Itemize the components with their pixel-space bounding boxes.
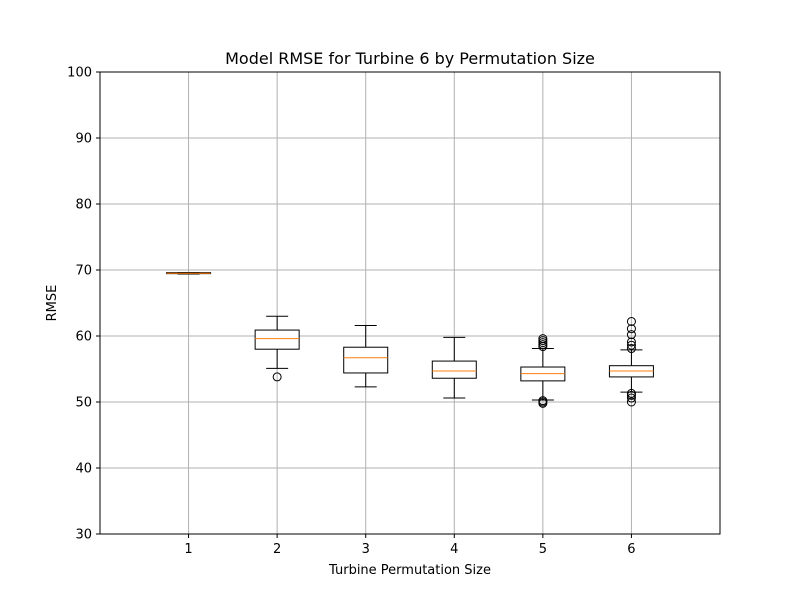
outlier-point <box>626 324 636 334</box>
x-tick-label: 6 <box>627 542 635 557</box>
x-tick-label: 3 <box>362 542 370 557</box>
plot-frame <box>99 71 721 535</box>
outlier-point <box>626 337 636 347</box>
outlier-point <box>626 344 636 354</box>
outlier-point <box>626 397 636 407</box>
x-tick-label: 2 <box>273 542 281 557</box>
box-6 <box>608 316 654 407</box>
box-1 <box>166 272 212 275</box>
y-tick-label: 50 <box>75 396 92 411</box>
y-tick-label: 90 <box>75 132 92 147</box>
y-tick-label: 30 <box>75 528 92 543</box>
chart-title: Model RMSE for Turbine 6 by Permutation … <box>225 49 595 68</box>
iqr-box <box>431 360 477 379</box>
outlier-point <box>626 316 636 326</box>
outlier-point <box>538 334 548 344</box>
x-tick-label: 5 <box>539 542 547 557</box>
x-tick-label: 4 <box>450 542 458 557</box>
y-tick-label: 60 <box>75 330 92 345</box>
outlier-point <box>626 340 636 350</box>
grid-layer <box>100 71 720 535</box>
outlier-point <box>538 396 548 406</box>
outlier-point <box>272 372 282 382</box>
box-2 <box>254 315 300 382</box>
y-tick-label: 100 <box>67 66 92 81</box>
x-tick-label: 1 <box>184 542 192 557</box>
tick-layer: 30 40 50 60 70 80 90 100 1 2 3 4 5 6 <box>67 66 635 558</box>
y-tick-label: 80 <box>75 198 92 213</box>
box-4 <box>431 336 477 399</box>
box-5 <box>520 334 566 408</box>
iqr-box <box>254 329 300 350</box>
box-layer <box>166 272 654 408</box>
x-axis-label: Turbine Permutation Size <box>328 563 491 578</box>
outlier-point <box>626 330 636 340</box>
y-tick-label: 40 <box>75 462 92 477</box>
outlier-point <box>626 393 636 403</box>
box-3 <box>343 324 389 388</box>
iqr-box <box>343 346 389 374</box>
outlier-point <box>626 388 636 398</box>
y-axis-label: RMSE <box>45 285 60 322</box>
y-tick-label: 70 <box>75 264 92 279</box>
